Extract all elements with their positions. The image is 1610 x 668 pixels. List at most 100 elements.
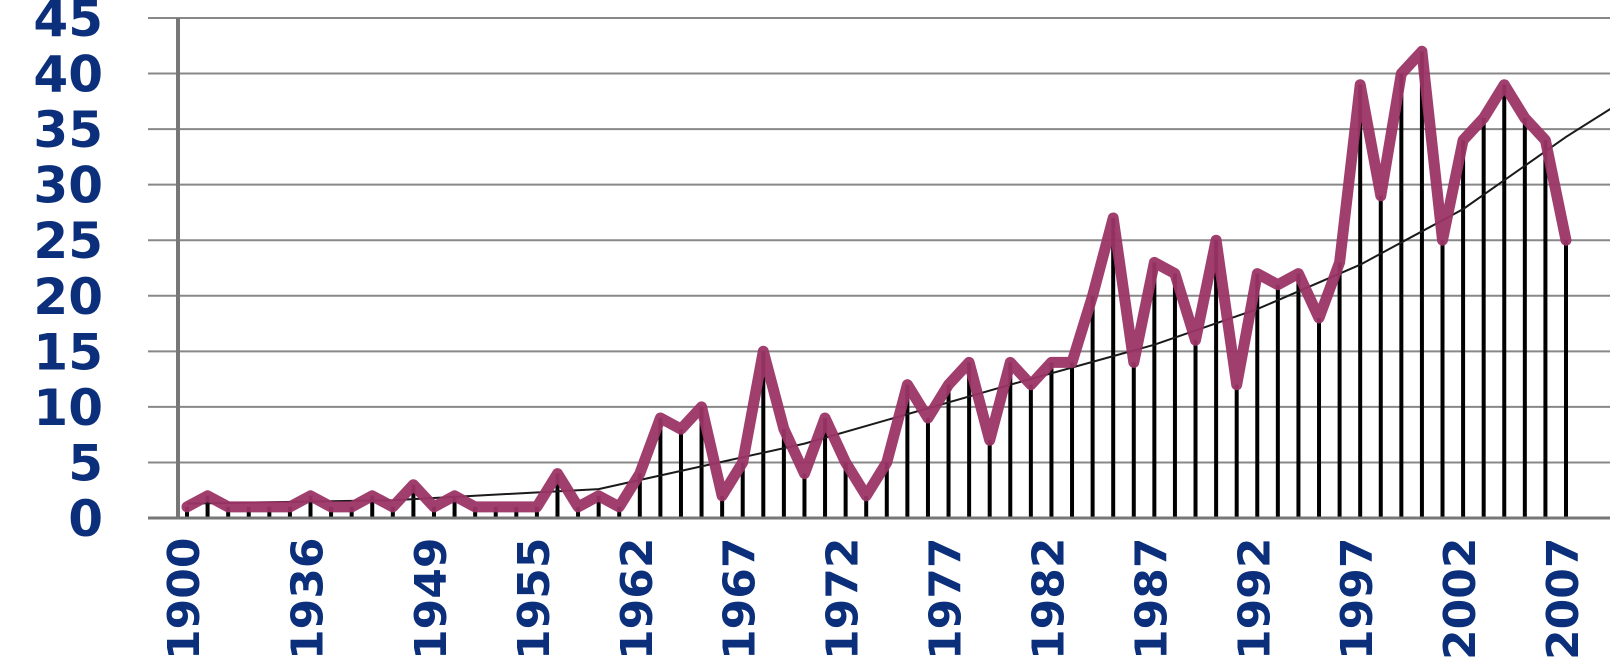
- bar: [1337, 262, 1342, 518]
- bar: [1214, 240, 1219, 518]
- x-tick-label: 1987: [1126, 538, 1177, 660]
- bar: [431, 506, 436, 518]
- bar: [1502, 84, 1507, 519]
- x-axis-tick-labels: 1900 1936 1949 1955 1962 1967 1972 1977 1982 1987…: [159, 538, 1589, 660]
- x-tick-label: 2002: [1435, 538, 1486, 660]
- bar: [246, 506, 251, 518]
- bar: [452, 495, 457, 518]
- bar: [205, 495, 210, 518]
- bar: [329, 506, 334, 518]
- bar-series: [185, 51, 1568, 519]
- bar: [473, 506, 478, 518]
- x-tick-label: 1900: [159, 538, 210, 660]
- bar: [1543, 140, 1548, 518]
- bar: [1317, 318, 1322, 518]
- bar: [884, 462, 889, 518]
- y-tick-label: 40: [33, 46, 103, 104]
- bar: [617, 506, 622, 518]
- gridlines: [148, 17, 1610, 464]
- y-tick-label: 30: [33, 157, 103, 215]
- x-tick-label: 2007: [1538, 538, 1589, 660]
- axes: [148, 18, 1610, 520]
- bar: [267, 506, 272, 518]
- bar: [781, 429, 786, 518]
- bar: [720, 495, 725, 518]
- y-tick-label: 20: [33, 268, 103, 326]
- x-tick-label: 1967: [715, 538, 766, 660]
- x-tick-label: 1955: [509, 538, 560, 660]
- bar: [1131, 362, 1136, 518]
- bar: [555, 473, 560, 518]
- line-series-layer: [181, 45, 1572, 513]
- x-tick-label: 1992: [1229, 538, 1280, 660]
- bar: [1522, 118, 1527, 518]
- bar: [987, 440, 992, 518]
- bar: [1440, 240, 1445, 518]
- bar: [823, 418, 828, 518]
- x-tick-label: 1972: [818, 538, 869, 660]
- bar: [514, 506, 519, 518]
- bar: [308, 495, 313, 518]
- bar: [1419, 51, 1424, 518]
- bar: [370, 495, 375, 518]
- bar: [185, 506, 189, 518]
- bar: [534, 506, 539, 518]
- bar: [1461, 140, 1466, 518]
- x-tick-label: 1977: [921, 538, 972, 660]
- bar: [658, 418, 663, 518]
- bar: [1255, 273, 1260, 518]
- x-tick-label: 1997: [1332, 538, 1383, 660]
- bar: [349, 506, 354, 518]
- x-tick-label: 1982: [1023, 538, 1074, 660]
- trendline: [186, 107, 1610, 505]
- trendline-layer: [186, 107, 1610, 505]
- y-tick-label: 25: [33, 212, 103, 270]
- bar: [1275, 284, 1280, 518]
- x-tick-label: 1962: [612, 538, 663, 660]
- bar: [596, 495, 601, 518]
- bar: [905, 384, 910, 518]
- bar: [1234, 384, 1239, 518]
- bar: [1378, 195, 1383, 518]
- bar: [390, 506, 395, 518]
- bar: [1090, 295, 1095, 518]
- y-tick-label: 15: [33, 323, 103, 381]
- bar: [226, 506, 231, 518]
- bar: [1008, 362, 1013, 518]
- bar: [1296, 273, 1301, 518]
- bar: [1399, 73, 1404, 519]
- bar: [411, 484, 416, 518]
- bar: [699, 406, 704, 518]
- bar: [1193, 340, 1198, 518]
- y-tick-label: 45: [33, 0, 103, 48]
- bar: [637, 473, 642, 518]
- bar: [287, 506, 292, 518]
- bar: [576, 506, 581, 518]
- bar: [1152, 262, 1157, 518]
- bar: [1049, 362, 1054, 518]
- y-tick-label: 5: [68, 434, 103, 492]
- bar: [864, 495, 869, 518]
- bar: [967, 362, 972, 518]
- bar: [802, 473, 807, 518]
- bar: [761, 351, 766, 518]
- bar: [1358, 84, 1363, 519]
- y-tick-label: 10: [33, 379, 103, 437]
- bar: [1564, 240, 1568, 518]
- x-tick-label: 1949: [406, 538, 457, 660]
- bar: [678, 429, 683, 518]
- bar: [925, 418, 930, 518]
- bar: [843, 462, 848, 518]
- bar: [1172, 273, 1177, 518]
- y-tick-label: 0: [68, 490, 103, 548]
- bar: [946, 384, 951, 518]
- series-line: [181, 45, 1572, 513]
- bar: [740, 462, 745, 518]
- bar: [1111, 218, 1116, 518]
- bar: [1481, 118, 1486, 518]
- x-tick-label: 1936: [283, 538, 334, 660]
- bar: [1028, 384, 1033, 518]
- y-tick-label: 35: [33, 101, 103, 159]
